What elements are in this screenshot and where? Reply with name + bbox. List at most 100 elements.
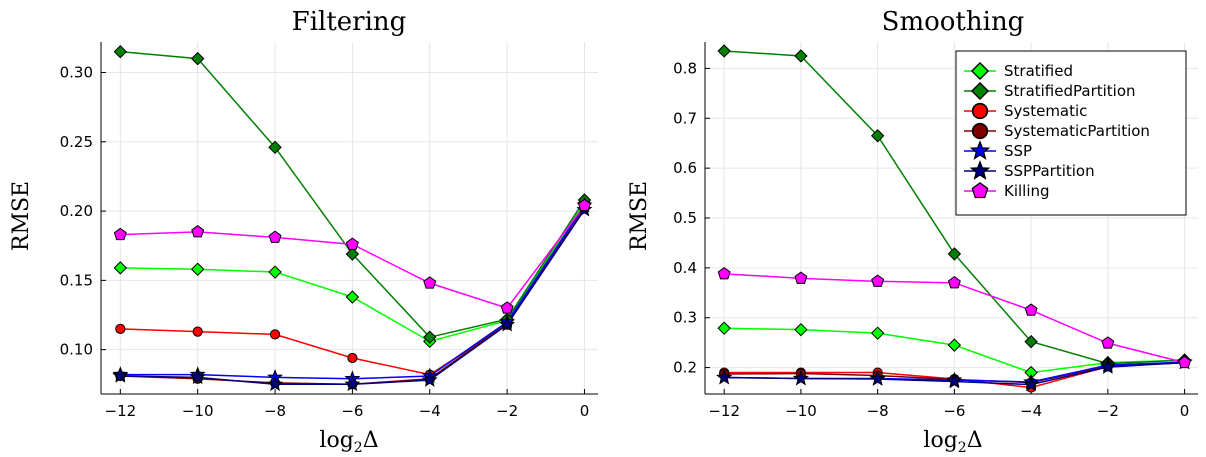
legend-box bbox=[955, 50, 1187, 216]
filtering-data-point-killing bbox=[268, 230, 282, 243]
legend-item-stratifiedpartition: StratifiedPartition bbox=[964, 81, 1136, 101]
filtering-x-tick-label: −4 bbox=[419, 402, 441, 420]
filtering-data-point-systematic bbox=[269, 329, 281, 340]
filtering-data-point-systematic bbox=[192, 326, 203, 337]
smoothing-title: Smoothing bbox=[882, 7, 1025, 37]
filtering-data-point-killing bbox=[191, 225, 205, 238]
smoothing-data-point-stratified bbox=[947, 338, 962, 352]
smoothing-data-point-killing bbox=[1178, 355, 1192, 369]
filtering-data-point-stratifiedpartition bbox=[268, 140, 282, 155]
smoothing-data-point-ssppartition bbox=[869, 370, 886, 386]
smoothing-data-point-stratified bbox=[794, 322, 808, 337]
smoothing-y-tick-label: 0.7 bbox=[673, 109, 697, 127]
smoothing-plot-area: −12 −10 −8 −6 −4 −2 0 0.2 0.3 0.4 0.5 0.6 0.7 0.8 Stra… bbox=[673, 42, 1198, 420]
smoothing-y-tick-label: 0.3 bbox=[673, 309, 697, 327]
filtering-data-point-killing bbox=[345, 237, 359, 250]
legend-marker bbox=[971, 122, 989, 140]
smoothing-data-point-ssppartition bbox=[1023, 376, 1040, 392]
filtering-x-tick-label: −2 bbox=[496, 402, 518, 420]
smoothing-y-tick-label: 0.8 bbox=[673, 59, 697, 77]
smoothing-y-tick-label: 0.6 bbox=[673, 159, 697, 177]
smoothing-panel: Smoothing log2Δ RMSE −12 −10 −8 −6 −4 −2 0 0.2 0… bbox=[627, 7, 1198, 456]
filtering-data-point-stratified bbox=[345, 290, 360, 304]
legend: Stratified StratifiedPartition Systematic S… bbox=[955, 50, 1187, 216]
filtering-x-tick-label: −8 bbox=[264, 402, 286, 420]
smoothing-data-point-stratifiedpartition bbox=[947, 247, 962, 261]
legend-item-ssppartition: SSPPartition bbox=[964, 160, 1095, 180]
filtering-data-point-stratifiedpartition bbox=[113, 44, 128, 59]
legend-marker bbox=[971, 182, 989, 199]
filtering-y-tick-label: 0.30 bbox=[60, 63, 93, 81]
smoothing-x-tick-label: −10 bbox=[785, 402, 817, 420]
filtering-x-tick-label: −12 bbox=[105, 402, 137, 420]
smoothing-x-tick-label: 0 bbox=[1180, 402, 1190, 420]
legend-item-systematicpartition: SystematicPartition bbox=[964, 122, 1150, 140]
filtering-data-point-ssppartition bbox=[267, 375, 284, 392]
filtering-data-point-ssppartition bbox=[344, 375, 361, 392]
smoothing-y-tick-label: 0.5 bbox=[673, 209, 697, 227]
smoothing-x-tick-label: −6 bbox=[943, 402, 965, 420]
smoothing-x-tick-label: −8 bbox=[867, 402, 889, 420]
filtering-x-tick-label: 0 bbox=[580, 402, 590, 420]
filtering-x-axis-label: log2Δ bbox=[319, 428, 378, 456]
filtering-panel: Filtering log2Δ RMSE −12 −10 −8 −6 −4 −2 0 0.10… bbox=[9, 7, 598, 456]
smoothing-data-point-stratifiedpartition bbox=[794, 49, 808, 63]
smoothing-data-point-killing bbox=[794, 271, 808, 284]
smoothing-data-point-stratifiedpartition bbox=[717, 44, 731, 58]
legend-item-ssp: SSP bbox=[964, 140, 1032, 160]
smoothing-data-point-killing bbox=[1101, 336, 1115, 349]
filtering-data-point-killing bbox=[113, 227, 127, 241]
smoothing-data-point-stratified bbox=[870, 326, 885, 340]
filtering-y-tick-label: 0.25 bbox=[60, 133, 93, 151]
smoothing-data-point-ssppartition bbox=[946, 373, 963, 389]
filtering-y-axis-label: RMSE bbox=[9, 181, 34, 251]
smoothing-data-point-stratified bbox=[717, 321, 731, 335]
filtering-data-point-stratifiedpartition bbox=[345, 247, 360, 261]
smoothing-y-tick-label: 0.4 bbox=[673, 259, 697, 277]
smoothing-data-point-ssppartition bbox=[716, 369, 733, 385]
legend-item-killing: Killing bbox=[964, 182, 1050, 200]
smoothing-data-point-killing bbox=[947, 276, 961, 289]
smoothing-data-point-ssppartition bbox=[792, 370, 809, 386]
legend-marker bbox=[970, 81, 990, 101]
filtering-data-point-systematic bbox=[115, 323, 126, 334]
legend-label: Killing bbox=[1004, 182, 1050, 200]
legend-label: SSP bbox=[1004, 142, 1032, 160]
filtering-data-point-killing bbox=[577, 198, 591, 212]
legend-marker bbox=[969, 140, 991, 160]
smoothing-data-point-killing bbox=[1024, 303, 1038, 316]
filtering-data-point-stratifiedpartition bbox=[423, 330, 437, 344]
smoothing-data-point-killing bbox=[871, 274, 885, 287]
smoothing-y-axis-label: RMSE bbox=[627, 181, 652, 251]
legend-marker bbox=[969, 160, 991, 180]
legend-marker bbox=[971, 102, 989, 120]
filtering-y-tick-label: 0.20 bbox=[60, 202, 93, 220]
smoothing-data-point-stratifiedpartition bbox=[870, 129, 885, 143]
filtering-y-tick-label: 0.10 bbox=[60, 341, 93, 359]
smoothing-y-tick-label: 0.2 bbox=[673, 359, 697, 377]
filtering-data-point-stratifiedpartition bbox=[190, 51, 205, 66]
smoothing-x-axis-label: log2Δ bbox=[923, 428, 982, 456]
legend-label: StratifiedPartition bbox=[1004, 82, 1136, 100]
filtering-data-point-ssppartition bbox=[112, 367, 129, 383]
smoothing-data-point-ssppartition bbox=[1099, 358, 1116, 374]
filtering-data-point-killing bbox=[423, 276, 437, 289]
legend-item-stratified: Stratified bbox=[964, 61, 1073, 81]
smoothing-x-tick-label: −4 bbox=[1020, 402, 1042, 420]
smoothing-x-tick-label: −12 bbox=[708, 402, 740, 420]
legend-item-systematic: Systematic bbox=[964, 102, 1087, 120]
filtering-plot-area: −12 −10 −8 −6 −4 −2 0 0.10 0.15 0.20 0.25 0.30 bbox=[60, 42, 598, 420]
legend-label: Systematic bbox=[1004, 102, 1087, 120]
smoothing-data-point-killing bbox=[717, 267, 731, 280]
smoothing-data-point-stratifiedpartition bbox=[1024, 334, 1038, 349]
filtering-data-point-stratified bbox=[113, 261, 128, 275]
filtering-x-tick-label: −10 bbox=[182, 402, 214, 420]
filtering-data-point-ssppartition bbox=[421, 371, 438, 387]
filtering-y-tick-label: 0.15 bbox=[60, 271, 93, 289]
filtering-title: Filtering bbox=[292, 7, 407, 37]
filtering-data-point-ssppartition bbox=[189, 368, 206, 385]
filtering-data-point-stratified bbox=[190, 262, 205, 276]
filtering-x-tick-label: −6 bbox=[341, 402, 363, 420]
filtering-data-point-ssppartition bbox=[499, 316, 516, 332]
